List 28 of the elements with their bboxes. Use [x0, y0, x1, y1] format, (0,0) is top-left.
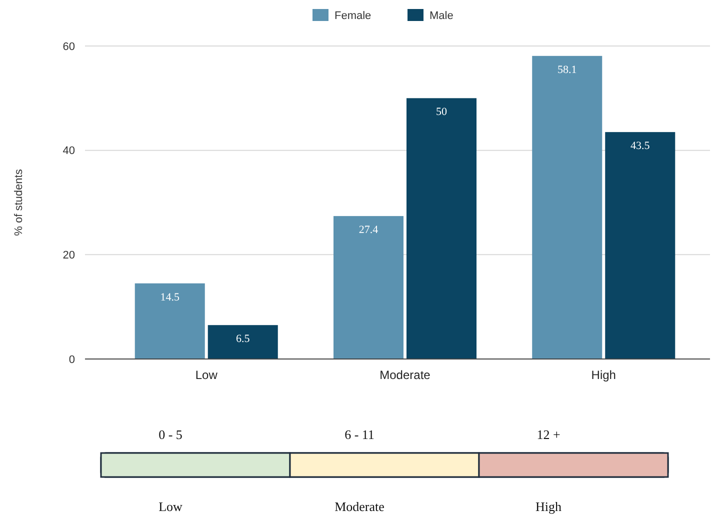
- text: Moderate: [334, 499, 385, 514]
- bar: [134, 283, 205, 359]
- legend-label: Male: [430, 10, 454, 22]
- y-tick-label: 20: [62, 250, 75, 262]
- data-label: 27.4: [358, 224, 379, 236]
- bar: [406, 98, 477, 359]
- y-tick-label: 40: [62, 145, 75, 158]
- bar: [208, 325, 278, 359]
- x-tick-label: High: [591, 368, 616, 382]
- data-label: 6.5: [236, 333, 250, 346]
- data-label: 58.1: [558, 64, 577, 76]
- text: 6 - 11: [344, 427, 374, 442]
- bar: [532, 56, 602, 359]
- x-tick-label: Low: [195, 368, 218, 382]
- data-label: 50: [436, 106, 448, 118]
- y-axis-title: % of students: [13, 168, 25, 236]
- bar: [333, 216, 404, 359]
- text: Low: [158, 499, 184, 514]
- bar: [605, 132, 676, 359]
- y-tick-label: 60: [62, 40, 75, 53]
- text: High: [536, 499, 562, 514]
- text: 0 - 5: [158, 427, 182, 442]
- x-tick-label: Moderate: [380, 368, 431, 382]
- text: 12 +: [536, 427, 560, 442]
- data-label: 14.5: [160, 291, 180, 304]
- legend-label: Female: [334, 10, 372, 22]
- data-label: 43.5: [630, 140, 650, 152]
- y-tick-label: 0: [68, 354, 75, 366]
